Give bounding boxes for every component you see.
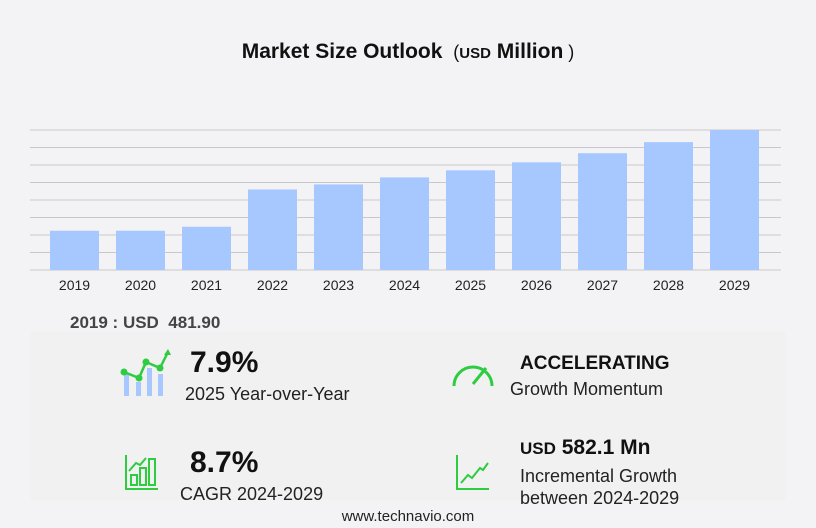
incremental-growth-icon	[456, 455, 489, 490]
bar-2019	[50, 230, 99, 270]
x-tick-label: 2020	[125, 277, 156, 293]
momentum-value: ACCELERATING	[520, 353, 670, 374]
bar-2026	[512, 162, 561, 270]
paren-close: )	[563, 42, 575, 62]
unit-prefix: USD	[459, 45, 491, 62]
paren-open: (	[448, 42, 460, 62]
x-tick-label: 2026	[521, 277, 552, 293]
title-text: Market Size Outlook	[241, 40, 443, 63]
bar-2028	[644, 142, 693, 270]
x-tick-label: 2022	[257, 277, 288, 293]
x-tick-label: 2024	[389, 277, 420, 293]
momentum-label: Growth Momentum	[510, 379, 664, 399]
bar-2021	[182, 226, 231, 270]
cagr-bar-icon	[125, 455, 158, 490]
chart-title: Market Size Outlook (USD Million )	[0, 40, 816, 64]
x-tick-label: 2025	[455, 277, 486, 293]
bar-2025	[446, 170, 495, 270]
x-tick-label: 2027	[587, 277, 618, 293]
bar-2029	[710, 130, 759, 270]
cagr-label: CAGR 2024-2029	[180, 484, 324, 504]
footer-url: www.technavio.com	[341, 508, 475, 525]
bar-2022	[248, 189, 297, 270]
x-tick-label: 2021	[191, 277, 222, 293]
growth-chart-icon	[120, 349, 171, 396]
bar-2024	[380, 177, 429, 270]
yoy-label: 2025 Year-over-Year	[185, 384, 350, 404]
bar-2020	[116, 230, 165, 270]
incremental-value: USD 582.1 Mn	[520, 436, 651, 459]
baseline-value: 2019 : USD 481.90	[70, 313, 221, 332]
incremental-label: Incremental Growth	[520, 466, 678, 486]
bar-chart: 2019 2020 2021 2022 2023 2024 2025 2026 2027 2028…	[30, 129, 781, 293]
bar-2023	[314, 184, 363, 270]
speedometer-icon	[452, 365, 494, 387]
incremental-period: between 2024-2029	[520, 488, 680, 508]
unit-text: Million	[496, 40, 564, 63]
x-tick-label: 2019	[59, 277, 90, 293]
x-tick-label: 2023	[323, 277, 354, 293]
yoy-value: 7.9%	[190, 346, 259, 379]
cagr-value: 8.7%	[190, 446, 259, 479]
bar-2027	[578, 153, 627, 270]
x-tick-label: 2028	[653, 277, 684, 293]
x-tick-label: 2029	[719, 277, 750, 293]
